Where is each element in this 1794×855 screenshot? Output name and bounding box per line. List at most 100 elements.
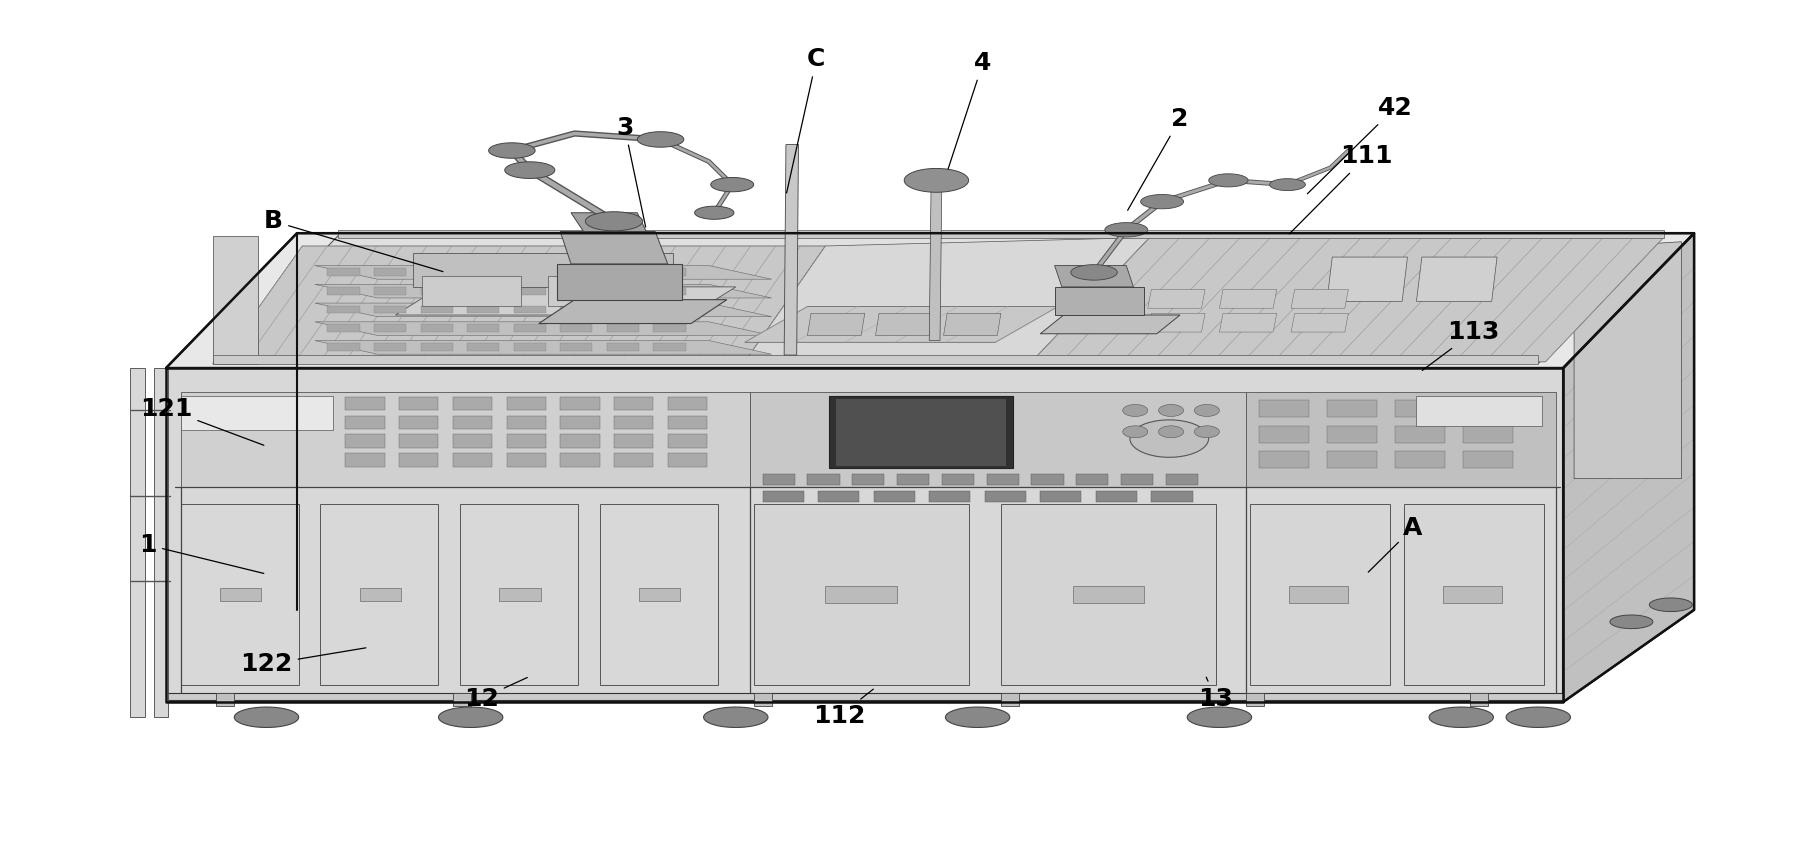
Polygon shape [710,178,753,192]
Text: 113: 113 [1423,320,1500,370]
Polygon shape [556,264,682,299]
Text: 111: 111 [1290,144,1392,233]
Polygon shape [181,392,750,487]
Polygon shape [560,343,592,351]
Polygon shape [745,238,1150,362]
Polygon shape [327,343,359,351]
Polygon shape [560,305,592,313]
Polygon shape [1247,693,1265,706]
Polygon shape [1105,222,1148,237]
Polygon shape [570,213,646,232]
Polygon shape [942,474,974,486]
Polygon shape [1041,491,1082,503]
Polygon shape [344,453,384,467]
Polygon shape [1148,313,1206,332]
Polygon shape [667,397,707,410]
Polygon shape [1464,400,1512,417]
Polygon shape [897,474,929,486]
Polygon shape [1563,233,1694,702]
Polygon shape [420,287,452,295]
Polygon shape [829,396,1014,469]
Polygon shape [807,313,865,335]
Polygon shape [316,340,771,354]
Polygon shape [929,187,942,340]
Polygon shape [667,416,707,429]
Polygon shape [488,143,535,158]
Polygon shape [653,268,685,276]
Polygon shape [1292,313,1349,332]
Polygon shape [1464,426,1512,443]
Text: 122: 122 [240,648,366,676]
Polygon shape [1328,400,1378,417]
Polygon shape [606,287,639,295]
Polygon shape [1292,290,1349,308]
Polygon shape [513,305,545,313]
Polygon shape [560,324,592,332]
Polygon shape [1259,400,1310,417]
Polygon shape [413,253,673,287]
Polygon shape [316,303,771,316]
Polygon shape [398,434,438,448]
Polygon shape [985,491,1026,503]
Polygon shape [1073,586,1145,603]
Polygon shape [327,305,359,313]
Text: 2: 2 [1128,107,1189,210]
Polygon shape [327,268,359,276]
Polygon shape [1430,707,1493,728]
Polygon shape [373,343,405,351]
Polygon shape [1573,242,1681,479]
Polygon shape [560,232,667,264]
Polygon shape [316,321,771,335]
Polygon shape [1396,400,1446,417]
Polygon shape [614,453,653,467]
Polygon shape [513,287,545,295]
Polygon shape [538,299,727,323]
Polygon shape [606,324,639,332]
Polygon shape [547,276,646,306]
Polygon shape [452,397,492,410]
Text: 3: 3 [615,115,646,227]
Polygon shape [1328,451,1378,469]
Polygon shape [1148,290,1206,308]
Polygon shape [452,453,492,467]
Text: 121: 121 [140,397,264,445]
Polygon shape [513,324,545,332]
Polygon shape [327,287,359,295]
Polygon shape [337,230,1663,239]
Polygon shape [319,504,438,685]
Polygon shape [452,416,492,429]
Polygon shape [1396,426,1446,443]
Polygon shape [1096,491,1137,503]
Polygon shape [373,324,405,332]
Polygon shape [1076,474,1109,486]
Polygon shape [398,416,438,429]
Polygon shape [1055,266,1134,287]
Polygon shape [560,287,592,295]
Polygon shape [1141,194,1184,209]
Polygon shape [154,368,169,717]
Polygon shape [181,504,300,685]
Polygon shape [327,324,359,332]
Polygon shape [373,305,405,313]
Polygon shape [560,434,599,448]
Polygon shape [1417,396,1541,426]
Polygon shape [1417,257,1496,301]
Polygon shape [452,434,492,448]
Text: 112: 112 [813,689,874,728]
Polygon shape [852,474,884,486]
Polygon shape [825,586,897,603]
Polygon shape [653,287,685,295]
Polygon shape [420,343,452,351]
Polygon shape [560,397,599,410]
Polygon shape [373,268,405,276]
Polygon shape [875,313,933,335]
Polygon shape [1259,426,1310,443]
Polygon shape [1001,504,1216,685]
Polygon shape [1032,474,1064,486]
Polygon shape [585,212,642,231]
Polygon shape [750,392,1247,487]
Polygon shape [1195,404,1220,416]
Polygon shape [762,491,804,503]
Polygon shape [422,276,520,306]
Polygon shape [874,491,915,503]
